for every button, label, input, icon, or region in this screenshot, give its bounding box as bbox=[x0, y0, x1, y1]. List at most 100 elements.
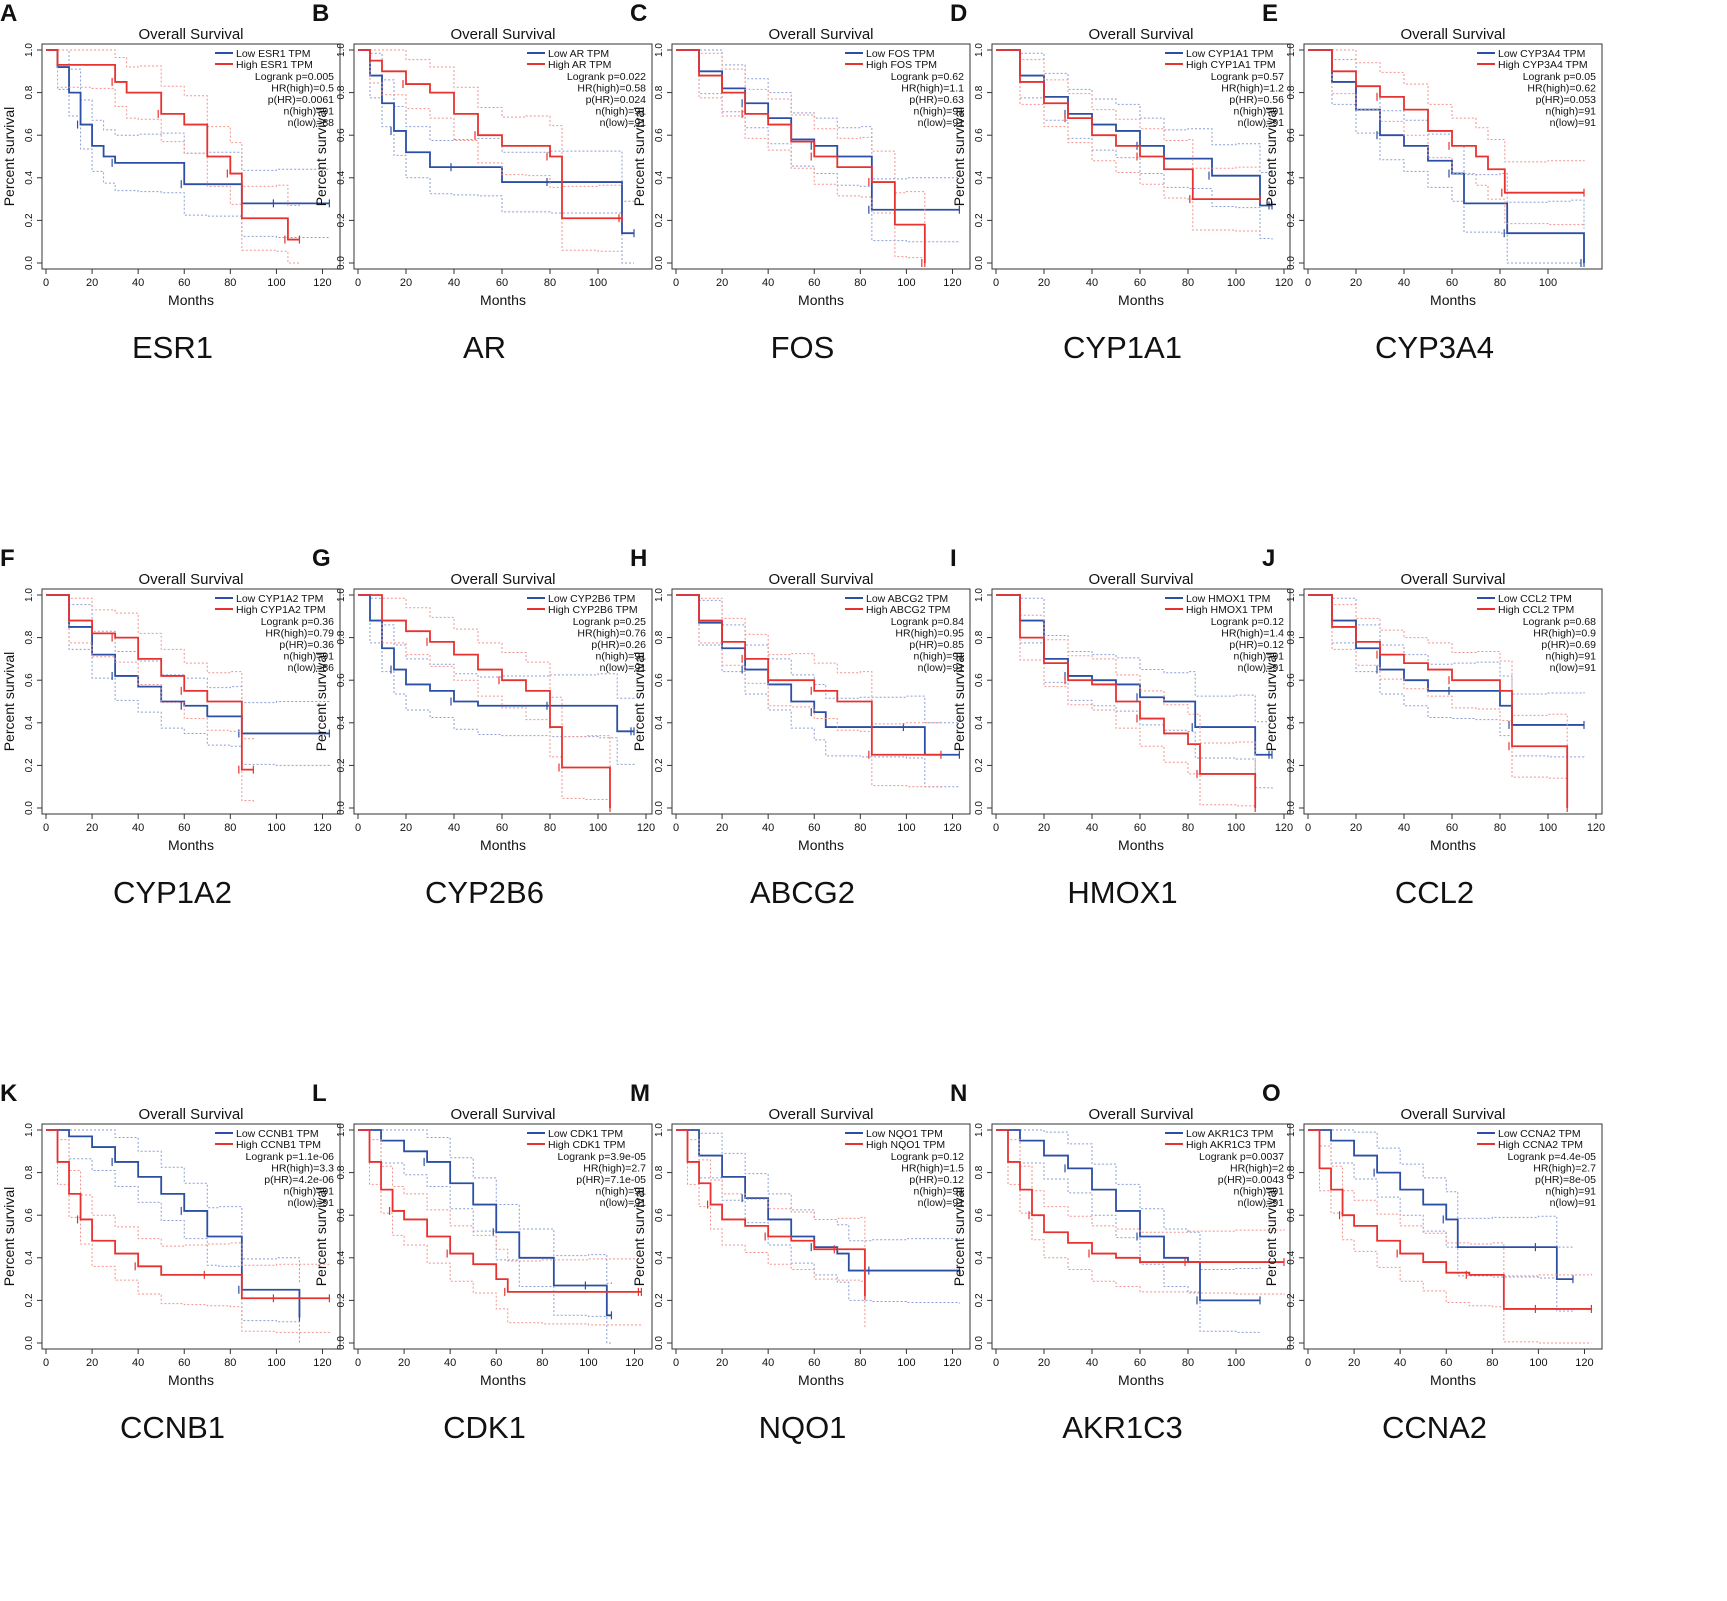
stat-line: n(low)=91 bbox=[918, 662, 965, 674]
x-tick-label: 100 bbox=[589, 822, 607, 834]
km-plot: Overall Survival 0 20 40 60 80 100 120 0.0 0.2 0.4… bbox=[631, 1106, 971, 1388]
y-tick-label: 0.8 bbox=[1286, 1165, 1297, 1179]
y-tick-label: 0.8 bbox=[24, 630, 35, 644]
km-plot: Overall Survival 0 20 40 60 80 100 120 0.0 0.2 0.4… bbox=[313, 571, 655, 853]
ci-lower-low bbox=[358, 594, 635, 766]
y-tick-label: 0.4 bbox=[336, 170, 347, 184]
legend-label-high: High CCNA2 TPM bbox=[1498, 1139, 1583, 1151]
x-tick-label: 40 bbox=[762, 277, 774, 289]
x-tick-label: 60 bbox=[1134, 277, 1146, 289]
ci-upper-low bbox=[1308, 1129, 1574, 1248]
y-tick-label: 0.4 bbox=[1286, 715, 1297, 729]
ci-lower-high bbox=[46, 594, 254, 802]
legend-label-low: Low CYP3A4 TPM bbox=[1498, 48, 1585, 60]
survival-curve-low bbox=[46, 49, 330, 205]
x-tick-label: 100 bbox=[589, 277, 607, 289]
panel-fos: C Overall Survival 0 20 40 60 80 100 120 0.0 0.2 0.… bbox=[630, 0, 975, 430]
x-tick-label: 20 bbox=[400, 822, 412, 834]
y-tick-label: 0.8 bbox=[654, 1165, 665, 1179]
x-tick-label: 80 bbox=[1182, 277, 1194, 289]
panel-letter: F bbox=[0, 545, 15, 572]
x-tick-label: 0 bbox=[355, 822, 361, 834]
y-tick-label: 0.2 bbox=[24, 213, 35, 227]
stat-line: n(high)=91 bbox=[596, 651, 647, 663]
y-tick-label: 0.4 bbox=[336, 1250, 347, 1264]
y-tick-label: 1.0 bbox=[974, 43, 985, 57]
y-tick-label: 0.6 bbox=[654, 128, 665, 142]
x-axis-label: Months bbox=[480, 1372, 526, 1388]
plot-frame bbox=[41, 1123, 341, 1350]
panel-ccnb1: K Overall Survival 0 20 40 60 80 100 120 0.0 0.2 0.… bbox=[0, 1080, 345, 1510]
y-axis-label: Percent survival bbox=[1, 652, 17, 752]
y-tick-label: 0.2 bbox=[336, 1293, 347, 1307]
panel-ccna2: O Overall Survival 0 20 40 60 80 100 120 0.0 0.2 0.… bbox=[1262, 1080, 1607, 1510]
gene-label: CYP3A4 bbox=[1375, 330, 1494, 365]
panel-cdk1: L Overall Survival 0 20 40 60 80 100 120 0.0 0.2 0.… bbox=[312, 1080, 657, 1510]
x-tick-label: 60 bbox=[1446, 277, 1458, 289]
y-axis-label: Percent survival bbox=[951, 652, 967, 752]
stat-line: HR(high)=3.3 bbox=[271, 1163, 334, 1175]
panel-letter: B bbox=[312, 0, 330, 27]
x-tick-label: 80 bbox=[1182, 1357, 1194, 1369]
x-tick-label: 40 bbox=[762, 1357, 774, 1369]
stat-line: n(low)=86 bbox=[288, 662, 335, 674]
x-tick-label: 120 bbox=[943, 822, 961, 834]
y-tick-label: 0.8 bbox=[24, 1165, 35, 1179]
y-tick-label: 0.6 bbox=[24, 673, 35, 687]
legend-label-high: High CYP1A1 TPM bbox=[1186, 59, 1276, 71]
stat-line: n(high)=91 bbox=[1546, 651, 1597, 663]
x-axis-label: Months bbox=[798, 1372, 844, 1388]
stat-line: HR(high)=0.5 bbox=[271, 83, 334, 95]
y-tick-label: 0.0 bbox=[24, 256, 35, 270]
stat-line: Logrank p=0.005 bbox=[255, 71, 334, 83]
plot-frame bbox=[353, 1123, 653, 1350]
stat-line: HR(high)=2.7 bbox=[1533, 1163, 1596, 1175]
gene-label: ESR1 bbox=[132, 330, 213, 365]
plot-frame bbox=[991, 43, 1291, 270]
y-tick-label: 0.6 bbox=[1286, 1208, 1297, 1222]
km-plot: Overall Survival 0 20 40 60 80 100 0.0 0.2 0.4 0.6… bbox=[1263, 26, 1603, 308]
panel-letter: C bbox=[630, 0, 648, 27]
y-tick-label: 0.0 bbox=[654, 1336, 665, 1350]
ci-upper-low bbox=[46, 1129, 300, 1285]
y-tick-label: 1.0 bbox=[1286, 1123, 1297, 1137]
stat-line: n(low)=91 bbox=[918, 117, 965, 129]
x-tick-label: 80 bbox=[536, 1357, 548, 1369]
y-tick-label: 0.4 bbox=[654, 715, 665, 729]
panel-letter: M bbox=[630, 1080, 650, 1107]
x-axis-label: Months bbox=[798, 837, 844, 853]
km-plot: Overall Survival 0 20 40 60 80 100 120 0.0 0.2 0.4… bbox=[1, 571, 341, 853]
x-tick-label: 80 bbox=[1494, 277, 1506, 289]
x-tick-label: 120 bbox=[943, 1357, 961, 1369]
stat-line: p(HR)=0.053 bbox=[1536, 94, 1597, 106]
y-tick-label: 1.0 bbox=[24, 588, 35, 602]
x-tick-label: 0 bbox=[673, 277, 679, 289]
x-tick-label: 40 bbox=[132, 1357, 144, 1369]
plot-title: Overall Survival bbox=[138, 1106, 243, 1123]
y-tick-label: 0.2 bbox=[654, 1293, 665, 1307]
x-axis-label: Months bbox=[798, 292, 844, 308]
plot-title: Overall Survival bbox=[768, 1106, 873, 1123]
x-tick-label: 60 bbox=[490, 1357, 502, 1369]
x-tick-label: 60 bbox=[1446, 822, 1458, 834]
panel-ccl2: J Overall Survival 0 20 40 60 80 100 120 0.0 0.2 0.… bbox=[1262, 545, 1607, 975]
ci-lower-high bbox=[46, 49, 300, 264]
x-tick-label: 40 bbox=[1086, 1357, 1098, 1369]
ci-lower-high bbox=[676, 49, 926, 263]
stat-line: n(high)=91 bbox=[914, 651, 965, 663]
panel-esr1: A Overall Survival 0 20 40 60 80 100 120 0.0 0.2 0.… bbox=[0, 0, 345, 430]
x-tick-label: 20 bbox=[716, 822, 728, 834]
x-tick-label: 80 bbox=[224, 277, 236, 289]
x-axis-label: Months bbox=[480, 837, 526, 853]
stat-line: n(high)=91 bbox=[284, 1186, 335, 1198]
panel-cyp2b6: G Overall Survival 0 20 40 60 80 100 120 0.0 0.2 0.… bbox=[312, 545, 657, 975]
y-axis-label: Percent survival bbox=[1, 1187, 17, 1287]
stat-line: Logrank p=0.12 bbox=[891, 1151, 964, 1163]
y-tick-label: 0.8 bbox=[336, 1165, 347, 1179]
x-tick-label: 100 bbox=[1539, 822, 1557, 834]
survival-curve-high bbox=[358, 1129, 642, 1293]
x-tick-label: 20 bbox=[1350, 822, 1362, 834]
x-tick-label: 100 bbox=[897, 277, 915, 289]
stat-line: p(HR)=0.69 bbox=[1541, 639, 1596, 651]
stat-line: Logrank p=0.84 bbox=[891, 616, 964, 628]
